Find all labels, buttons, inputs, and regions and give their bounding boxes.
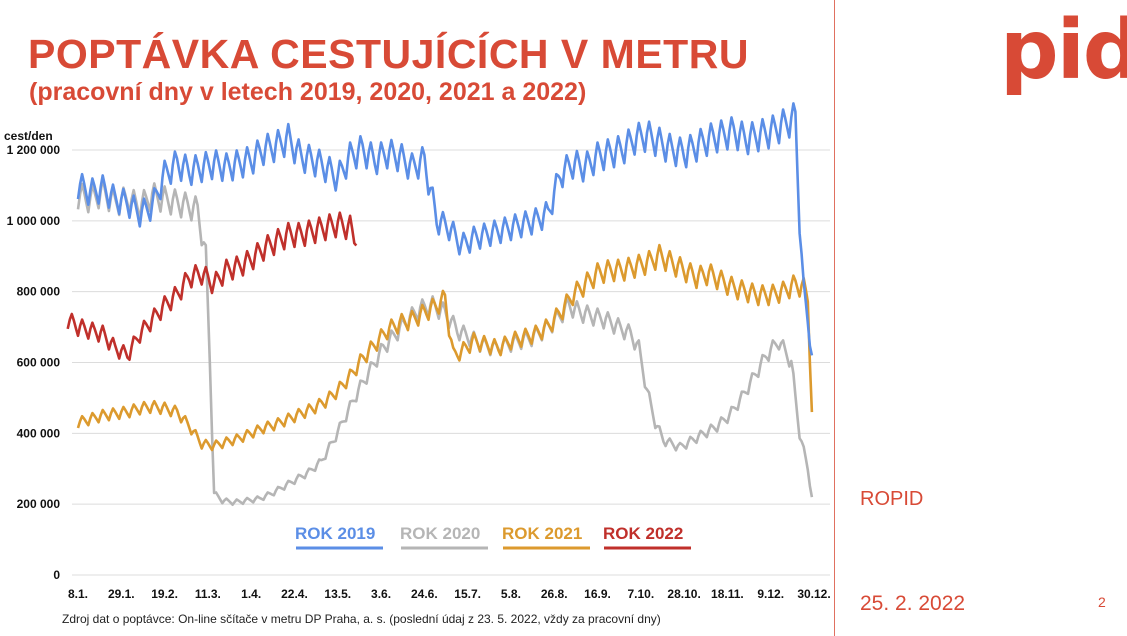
x-tick-label: 8.1. xyxy=(68,587,88,601)
series-line-rok-2019 xyxy=(76,102,814,356)
y-tick-label: 1 000 000 xyxy=(7,214,61,228)
series-lines xyxy=(66,102,814,507)
x-tick-label: 22.4. xyxy=(281,587,308,601)
vertical-divider xyxy=(834,0,835,636)
series-line-rok-2021 xyxy=(76,243,814,452)
x-tick-label: 24.6. xyxy=(411,587,438,601)
x-tick-label: 30.12. xyxy=(797,587,830,601)
y-tick-label: 600 000 xyxy=(17,356,61,370)
x-tick-label: 15.7. xyxy=(454,587,481,601)
demand-line-chart: cest/den 0 200 000 400 000 600 000 800 000 1 … xyxy=(4,102,831,601)
y-tick-label: 1 200 000 xyxy=(7,143,61,157)
y-axis-unit: cest/den xyxy=(4,129,53,143)
x-tick-label: 5.8. xyxy=(501,587,521,601)
legend-label: ROK 2021 xyxy=(502,524,582,543)
x-tick-label: 9.12. xyxy=(757,587,784,601)
x-tick-label: 28.10. xyxy=(667,587,700,601)
x-tick-label: 18.11. xyxy=(711,587,744,601)
presentation-date: 25. 2. 2022 xyxy=(860,592,966,615)
chart-grid xyxy=(72,149,830,576)
page-subtitle: (pracovní dny v letech 2019, 2020, 2021 … xyxy=(29,78,587,106)
y-tick-labels: 0 200 000 400 000 600 000 800 000 1 000 000 1 … xyxy=(7,143,61,582)
x-tick-label: 16.9. xyxy=(584,587,611,601)
x-tick-label: 19.2. xyxy=(151,587,178,601)
page-number: 2 xyxy=(1098,594,1106,610)
chart-legend: ROK 2019 ROK 2020 ROK 2021 ROK 2022 xyxy=(295,524,691,550)
x-tick-label: 29.1. xyxy=(108,587,135,601)
legend-label: ROK 2019 xyxy=(295,524,375,543)
y-tick-label: 400 000 xyxy=(17,426,61,440)
series-line-rok-2020 xyxy=(76,177,814,507)
x-tick-label: 1.4. xyxy=(241,587,261,601)
x-tick-label: 3.6. xyxy=(371,587,391,601)
y-tick-label: 0 xyxy=(53,568,60,582)
x-tick-labels: 8.1. 29.1. 19.2. 11.3. 1.4. 22.4. 13.5. 3.6. 24.… xyxy=(68,587,831,601)
organization-name: ROPID xyxy=(860,488,924,510)
x-tick-label: 11.3. xyxy=(195,587,221,601)
pid-logo: pid xyxy=(1000,3,1127,98)
legend-label: ROK 2022 xyxy=(603,524,683,543)
x-tick-label: 13.5. xyxy=(324,587,351,601)
x-tick-label: 7.10. xyxy=(627,587,654,601)
y-tick-label: 200 000 xyxy=(17,497,61,511)
series-line-rok-2022 xyxy=(66,211,358,362)
x-tick-label: 26.8. xyxy=(541,587,568,601)
page-title: POPTÁVKA CESTUJÍCÍCH V METRU xyxy=(28,31,749,77)
y-tick-label: 800 000 xyxy=(17,285,61,299)
source-note: Zdroj dat o poptávce: On-line sčítače v … xyxy=(62,612,661,626)
legend-label: ROK 2020 xyxy=(400,524,480,543)
